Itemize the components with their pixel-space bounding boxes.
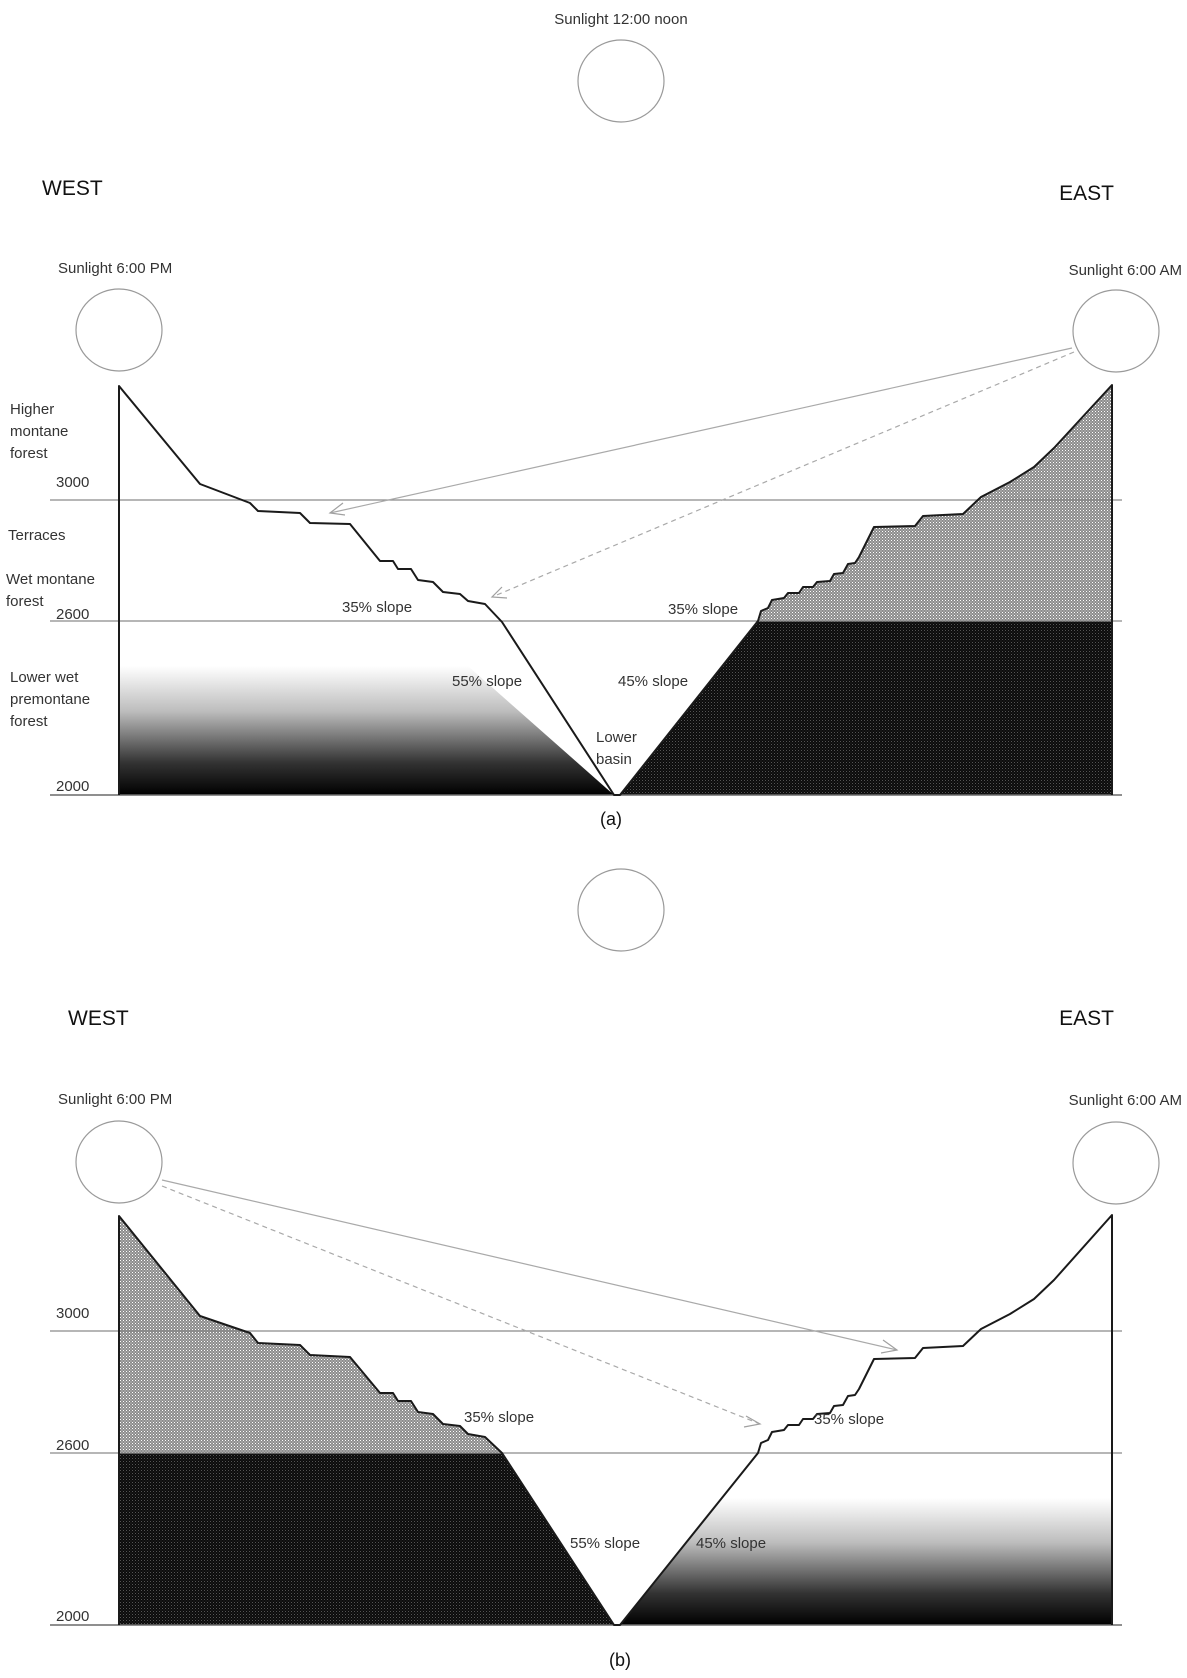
panel-a-sun-am-icon — [1072, 289, 1160, 373]
panel-b-elev-3000: 3000 — [56, 1305, 89, 1322]
panel-a-zone-terraces: Terraces — [8, 527, 66, 544]
panel-a-elev-2600: 2600 — [56, 606, 89, 623]
panel-b-slope-east-lower: 45% slope — [696, 1535, 766, 1552]
noon-sun-icon — [577, 39, 665, 123]
panel-b-slope-east-upper: 35% slope — [814, 1411, 884, 1428]
panel-a-zone-wet-2: forest — [6, 593, 44, 610]
panel-a-east-stipple-zone — [758, 385, 1112, 621]
panel-b-sun-pm-icon — [75, 1120, 163, 1204]
panel-b-east-label: EAST — [1059, 1007, 1114, 1030]
panel-a-slope-west-upper: 35% slope — [342, 599, 412, 616]
panel-b-sun-am-icon — [1072, 1121, 1160, 1205]
panel-b-sun-am-label: Sunlight 6:00 AM — [1069, 1092, 1182, 1109]
panel-b-elev-2600: 2600 — [56, 1437, 89, 1454]
panel-a-slope-west-lower: 55% slope — [452, 673, 522, 690]
panel-a-sun-pm-label: Sunlight 6:00 PM — [58, 260, 172, 277]
panel-a-zone-wet-1: Wet montane — [6, 571, 95, 588]
panel-a-basin-label-1: Lower — [596, 729, 637, 746]
panel-b-caption: (b) — [609, 1650, 631, 1670]
panel-a-east-label: EAST — [1059, 182, 1114, 205]
panel-a-zone-lower-2: premontane — [10, 691, 90, 708]
panel-a-zone-higher-2: montane — [10, 423, 68, 440]
panel-a-elev-3000: 3000 — [56, 474, 89, 491]
panel-a-sun-am-label: Sunlight 6:00 AM — [1069, 262, 1182, 279]
panel-a-basin-label-2: basin — [596, 751, 632, 768]
panel-a-slope-east-lower: 45% slope — [618, 673, 688, 690]
panel-a-zone-higher-3: forest — [10, 445, 48, 462]
panel-a-zone-lower-1: Lower wet — [10, 669, 79, 686]
panel-b-sun-pm-label: Sunlight 6:00 PM — [58, 1091, 172, 1108]
panel-b-elev-2000: 2000 — [56, 1608, 89, 1625]
panel-a-ray-arrowhead-2 — [490, 586, 508, 599]
panel-a-sun-pm-icon — [75, 288, 163, 372]
panel-b-west-stipple-zone — [119, 1216, 502, 1453]
panel-b-slope-west-lower: 55% slope — [570, 1535, 640, 1552]
panel-b: WEST EAST Sunlight 6:00 PM Sunlight 6:00… — [50, 868, 1182, 1670]
panel-b-ray-to-east-terraces — [161, 1179, 898, 1351]
panel-b-west-dark-zone — [119, 1453, 614, 1625]
panel-b-ray-arrowhead-2 — [743, 1415, 762, 1428]
panel-b-ray-arrowhead-1 — [880, 1339, 899, 1354]
panel-a-zone-higher-1: Higher — [10, 401, 54, 418]
panel-a-ray-arrowhead-1 — [328, 502, 346, 516]
panel-a-caption: (a) — [600, 809, 622, 829]
panel-a-ray-to-terraces — [329, 347, 1073, 514]
panel-a-west-lower-forest-band — [119, 666, 614, 795]
panel-b-noon-sun-icon — [577, 868, 665, 952]
panel-b-west-label: WEST — [68, 1007, 129, 1030]
panel-a-elev-2000: 2000 — [56, 778, 89, 795]
panel-a-west-label: WEST — [42, 177, 103, 200]
panel-a-slope-east-upper: 35% slope — [668, 601, 738, 618]
panel-a-valley-profile — [118, 384, 1113, 796]
panel-b-east-lower-forest-band — [620, 1498, 1112, 1625]
noon-sun-label: Sunlight 12:00 noon — [554, 11, 687, 28]
panel-a-east-dark-zone — [620, 621, 1112, 795]
panel-a-zone-lower-3: forest — [10, 713, 48, 730]
panel-a-ray-to-slope — [491, 351, 1075, 598]
panel-b-valley-profile — [118, 1214, 1113, 1626]
panel-b-slope-west-upper: 35% slope — [464, 1409, 534, 1426]
panel-a: WEST EAST Sunlight 6:00 PM Sunlight 6:00… — [6, 177, 1182, 829]
